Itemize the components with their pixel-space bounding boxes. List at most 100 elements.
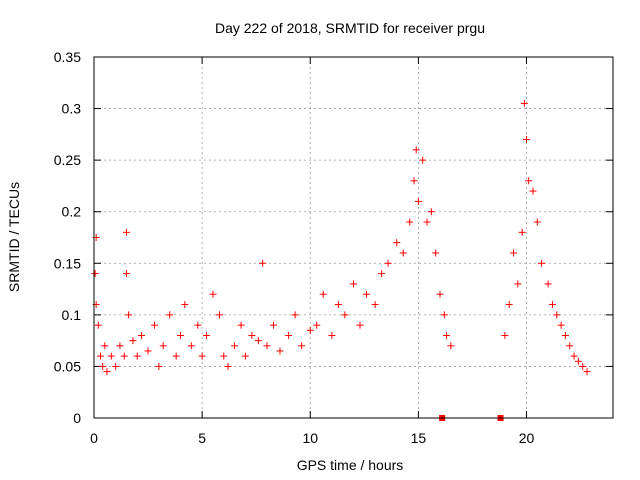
- data-point: [125, 311, 133, 319]
- data-point: [523, 136, 530, 144]
- data-point: [557, 321, 565, 329]
- data-point: [241, 352, 249, 360]
- data-point: [166, 311, 174, 319]
- data-point: [133, 352, 141, 360]
- plot-frame: [93, 56, 614, 419]
- data-point: [116, 342, 124, 350]
- data-point: [561, 331, 569, 339]
- data-point: [112, 362, 120, 370]
- data-point: [129, 337, 137, 345]
- data-point: [384, 259, 392, 267]
- y-tick-label: 0.05: [54, 358, 81, 374]
- data-point: [276, 347, 284, 355]
- data-point: [423, 218, 431, 226]
- data-point: [220, 352, 228, 360]
- x-axis-label: GPS time / hours: [297, 457, 404, 473]
- data-point: [181, 301, 189, 309]
- x-tick-label: 5: [198, 430, 206, 446]
- data-point: [254, 337, 262, 345]
- data-point: [350, 280, 357, 288]
- axis-ticks: 0 0.05 0.1 0.15 0.2 0.25 0.3 0.35 0 5 10 15 20: [54, 49, 613, 446]
- y-tick-label: 0.25: [54, 152, 81, 168]
- data-point: [122, 270, 130, 278]
- data-point: [529, 187, 537, 195]
- x-tick-label: 10: [302, 430, 318, 446]
- data-point: [378, 270, 386, 278]
- x-tick-label: 0: [90, 430, 98, 446]
- data-point: [414, 197, 422, 205]
- y-tick-label: 0.2: [62, 204, 82, 220]
- data-point: [313, 321, 321, 329]
- data-point: [412, 146, 420, 154]
- data-point: [362, 290, 370, 298]
- data-point: [570, 352, 578, 360]
- data-point: [248, 331, 256, 339]
- data-point: [538, 259, 546, 267]
- data-point: [501, 331, 509, 339]
- y-tick-label: 0.3: [62, 101, 82, 117]
- data-point: [231, 342, 239, 350]
- data-point: [419, 156, 427, 164]
- data-point: [505, 301, 513, 309]
- data-point: [447, 342, 455, 350]
- data-point: [406, 218, 414, 226]
- data-point: [525, 177, 533, 185]
- data-point: [209, 290, 217, 298]
- scatter-points: [91, 99, 591, 421]
- data-point: [371, 301, 379, 309]
- data-point: [583, 368, 591, 376]
- data-point: [159, 342, 167, 350]
- data-point: [510, 249, 518, 257]
- y-axis-label: SRMTID / TECUs: [6, 182, 22, 292]
- data-point: [107, 352, 115, 360]
- data-point: [566, 342, 574, 350]
- data-point: [94, 321, 102, 329]
- data-point: [224, 362, 232, 370]
- chart-title: Day 222 of 2018, SRMTID for receiver prg…: [215, 20, 485, 36]
- data-point: [259, 259, 267, 267]
- data-point: [544, 280, 552, 288]
- data-point: [306, 326, 314, 334]
- data-point: [215, 311, 223, 319]
- grid: [94, 57, 613, 418]
- y-tick-label: 0: [73, 410, 81, 426]
- data-point: [440, 311, 448, 319]
- data-point: [548, 301, 556, 309]
- data-point: [103, 368, 111, 376]
- data-point: [399, 249, 407, 257]
- data-point: [520, 99, 528, 107]
- data-point: [436, 290, 444, 298]
- data-point: [177, 331, 184, 339]
- data-point: [144, 347, 152, 355]
- data-point: [533, 218, 541, 226]
- data-point: [341, 311, 349, 319]
- data-point: [285, 331, 293, 339]
- data-point: [291, 311, 299, 319]
- data-point: [442, 331, 450, 339]
- data-point: [356, 321, 364, 329]
- data-point: [91, 270, 99, 278]
- data-point: [432, 249, 440, 257]
- data-point: [269, 321, 277, 329]
- data-point: [514, 280, 522, 288]
- data-point: [237, 321, 245, 329]
- data-point: [194, 321, 202, 329]
- data-point: [328, 331, 336, 339]
- data-point: [263, 342, 271, 350]
- data-point: [427, 208, 435, 216]
- data-point: [518, 228, 526, 236]
- y-tick-label: 0.1: [62, 307, 82, 323]
- data-point: [172, 352, 180, 360]
- data-point: [410, 177, 418, 185]
- data-point: [138, 331, 146, 339]
- x-tick-label: 15: [411, 430, 427, 446]
- data-point: [393, 239, 401, 247]
- data-point: [120, 352, 128, 360]
- x-tick-label: 20: [519, 430, 535, 446]
- data-point: [553, 311, 561, 319]
- data-point: [319, 290, 327, 298]
- data-point: [334, 301, 342, 309]
- data-point: [574, 357, 582, 365]
- data-point: [202, 331, 210, 339]
